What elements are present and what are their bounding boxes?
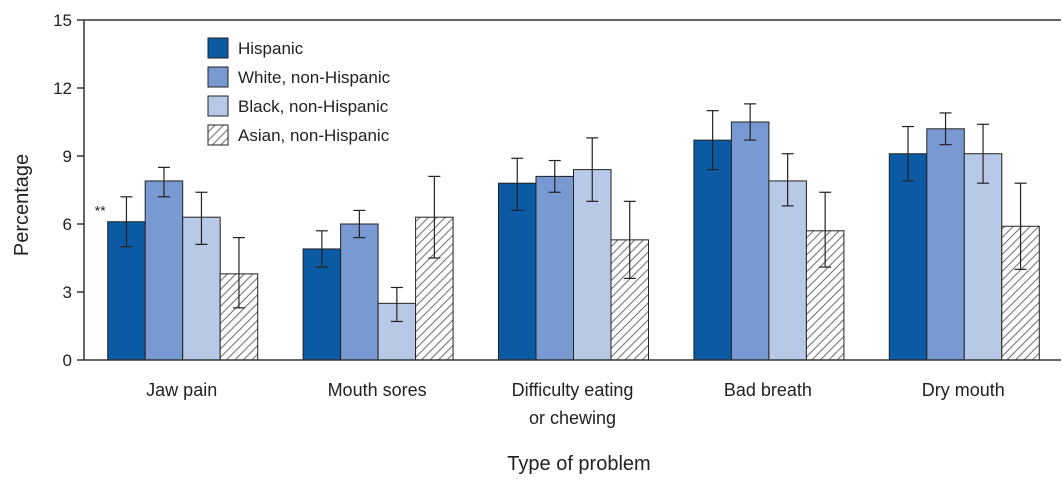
- legend-swatch: [207, 66, 229, 88]
- bar-black-non-hispanic-4: [963, 153, 1003, 361]
- bar-white-non-hispanic-0: [144, 180, 184, 361]
- error-bar: [902, 125, 915, 182]
- y-tick-label: 15: [53, 11, 72, 30]
- legend-item: Asian, non-Hispanic: [207, 124, 390, 146]
- x-tick-label: Jaw pain: [146, 380, 217, 400]
- error-bar: [586, 137, 599, 202]
- bars: [107, 121, 1040, 361]
- y-axis-title: Percentage: [11, 154, 33, 256]
- legend-swatch: [207, 124, 229, 146]
- y-tick-label: 6: [63, 215, 72, 234]
- error-bar: [195, 191, 208, 245]
- y-tick-label: 12: [53, 79, 72, 98]
- bar-white-non-hispanic-2: [535, 175, 574, 361]
- legend-item: Black, non-Hispanic: [207, 95, 389, 117]
- x-tick-label: Bad breath: [724, 380, 812, 400]
- bar-hispanic-4: [888, 153, 928, 361]
- error-bar: [511, 157, 524, 211]
- legend-label: Asian, non-Hispanic: [238, 126, 390, 145]
- annotation: **: [95, 203, 106, 219]
- labels: 0 3 6 9 12 15 Jaw pain Mouth sores Difficulty ea…: [53, 11, 1005, 428]
- legend-label: Black, non-Hispanic: [238, 97, 389, 116]
- error-bars: [120, 103, 1027, 323]
- y-tick-label: 3: [63, 283, 72, 302]
- bar-black-non-hispanic-3: [768, 180, 807, 361]
- x-axis-title: Type of problem: [507, 453, 650, 475]
- bar-white-non-hispanic-4: [926, 128, 965, 361]
- error-bar: [706, 110, 719, 171]
- legend-swatch: [207, 37, 229, 59]
- error-bar: [781, 153, 794, 207]
- error-bar: [428, 175, 441, 259]
- legend-item: White, non-Hispanic: [207, 66, 391, 88]
- axes: [77, 19, 1061, 361]
- error-bar: [819, 191, 832, 268]
- legend-item: Hispanic: [207, 37, 304, 59]
- y-tick-label: 9: [63, 147, 72, 166]
- error-bar: [939, 112, 952, 146]
- legend-swatch: [207, 95, 229, 117]
- error-bar: [744, 103, 757, 141]
- y-tick-label: 0: [63, 351, 72, 370]
- x-tick-label: or chewing: [529, 408, 616, 428]
- x-tick-label: Dry mouth: [922, 380, 1005, 400]
- error-bar: [157, 166, 170, 198]
- error-bar: [232, 237, 245, 309]
- legend: Hispanic White, non-Hispanic Black, non-Hi…: [207, 37, 391, 146]
- error-bar: [120, 196, 133, 248]
- error-bar: [315, 230, 328, 268]
- error-bar: [390, 286, 403, 323]
- legend-label: Hispanic: [238, 39, 304, 58]
- legend-label: White, non-Hispanic: [238, 68, 391, 87]
- error-bar: [977, 123, 990, 184]
- error-bar: [353, 209, 366, 239]
- error-bar: [623, 200, 636, 279]
- bar-white-non-hispanic-1: [340, 223, 379, 361]
- bar-hispanic-3: [693, 139, 732, 361]
- error-bar: [548, 159, 561, 193]
- error-bar: [1014, 182, 1027, 270]
- bar-white-non-hispanic-3: [730, 121, 770, 361]
- x-tick-label: Mouth sores: [328, 380, 427, 400]
- x-tick-label: Difficulty eating: [512, 380, 634, 400]
